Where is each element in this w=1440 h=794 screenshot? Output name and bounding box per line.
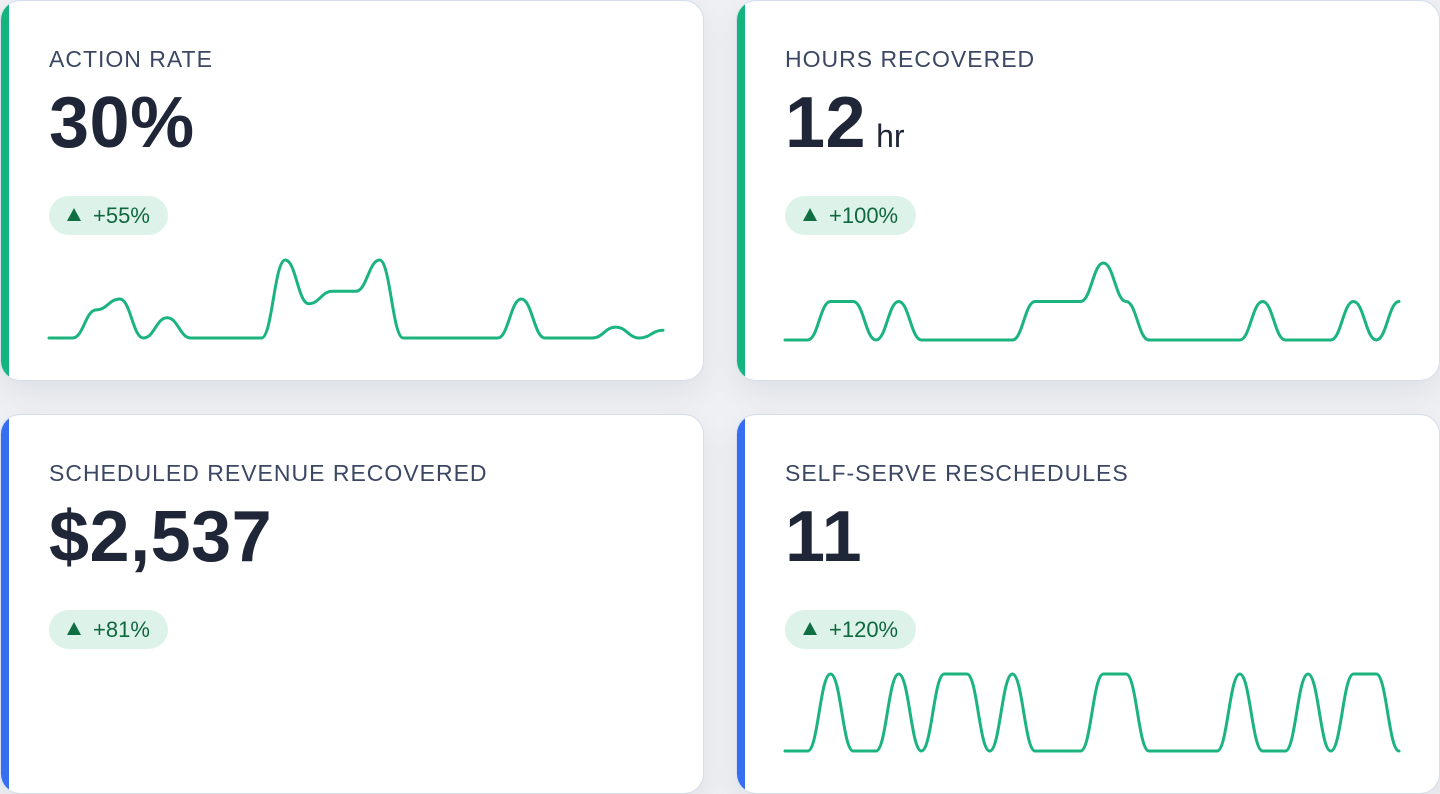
kpi-card-hours-recovered: HOURS RECOVERED 12 hr +100% (736, 0, 1440, 381)
sparkline-series (783, 261, 1401, 342)
card-value: 12 hr (785, 87, 905, 159)
card-label: HOURS RECOVERED (785, 46, 1036, 72)
triangle-up-icon (67, 622, 81, 635)
card-label: SCHEDULED REVENUE RECOVERED (49, 460, 488, 486)
change-badge: +100% (785, 196, 917, 235)
metric-value: 30% (49, 83, 195, 163)
kpi-card-scheduled-revenue: SCHEDULED REVENUE RECOVERED $2,537 +81% (0, 414, 704, 794)
card-label: SELF-SERVE RESCHEDULES (785, 460, 1129, 486)
triangle-up-icon (67, 208, 81, 221)
metric-unit: hr (876, 118, 905, 154)
metric-value: 12 (785, 83, 867, 163)
kpi-card-self-serve-reschedules: SELF-SERVE RESCHEDULES 11 +120% (736, 414, 1440, 794)
change-badge: +55% (49, 196, 168, 235)
card-value: 11 (785, 501, 862, 573)
change-value: +81% (93, 616, 150, 642)
triangle-up-icon (803, 208, 817, 221)
card-value: $2,537 (49, 501, 272, 573)
sparkline-series (783, 672, 1401, 753)
metric-value: $2,537 (49, 497, 273, 577)
change-value: +120% (829, 616, 899, 642)
kpi-card-action-rate: ACTION RATE 30% +55% (0, 0, 704, 381)
metric-value: 11 (785, 497, 863, 577)
change-badge: +120% (785, 610, 917, 649)
change-value: +100% (829, 202, 899, 228)
change-badge: +81% (49, 610, 168, 649)
card-value: 30% (49, 87, 195, 159)
change-value: +55% (93, 202, 150, 228)
triangle-up-icon (803, 622, 817, 635)
sparkline-series (47, 258, 665, 340)
card-label: ACTION RATE (49, 46, 213, 72)
